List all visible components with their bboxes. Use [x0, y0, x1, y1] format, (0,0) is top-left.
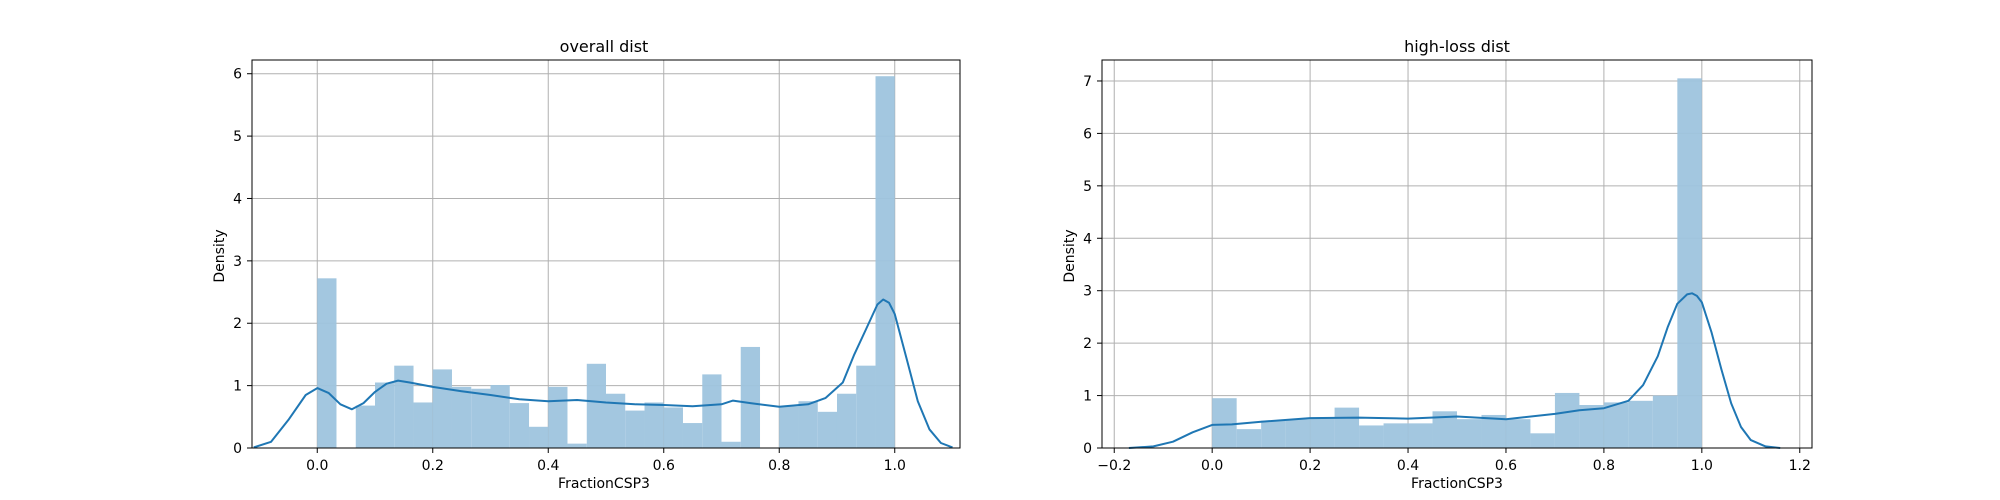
y-tick-label: 1 — [1083, 389, 1092, 405]
x-tick-label: 0.2 — [422, 458, 444, 474]
histogram-bar — [1481, 414, 1506, 448]
histogram-bar — [1408, 423, 1433, 448]
x-tick-label: 1.0 — [884, 458, 906, 474]
histogram-bar — [1383, 423, 1409, 448]
x-tick-label: 0.6 — [653, 458, 675, 474]
histogram-bar — [1530, 433, 1555, 448]
histogram-bar — [1310, 418, 1335, 448]
histogram-bar — [1334, 407, 1360, 448]
histogram-bar — [586, 363, 606, 448]
histogram-bar — [779, 406, 799, 448]
x-tick-label: 1.0 — [1691, 458, 1713, 474]
x-tick-label: −0.2 — [1097, 458, 1131, 474]
y-tick-label: 7 — [1083, 74, 1092, 90]
x-tick-label: 0.0 — [306, 458, 328, 474]
histogram-bar — [471, 388, 491, 448]
histogram-bar — [606, 393, 626, 448]
y-tick-label: 4 — [1083, 231, 1092, 247]
histogram-bar — [1212, 398, 1237, 448]
histogram-bar — [817, 411, 837, 448]
histogram-bar — [1285, 419, 1311, 448]
y-tick-label: 3 — [233, 254, 242, 270]
y-tick-label: 6 — [1083, 126, 1092, 142]
histogram-bar — [663, 407, 683, 448]
histogram-bar — [1236, 429, 1262, 448]
y-tick-label: 0 — [1083, 441, 1092, 457]
kde-line — [253, 298, 953, 449]
x-axis-label: FractionCSP3 — [558, 476, 650, 492]
histogram-bar — [509, 403, 530, 448]
histogram-bar — [490, 384, 510, 448]
histogram-bar — [625, 410, 645, 448]
x-tick-label: 0.2 — [1299, 458, 1321, 474]
histogram-bar — [432, 369, 452, 448]
histogram-bar — [798, 401, 818, 448]
y-axis-label: Density — [1062, 229, 1078, 282]
y-tick-label: 3 — [1083, 284, 1092, 300]
histogram-bar — [702, 374, 722, 448]
histogram-bar — [1457, 419, 1482, 448]
x-tick-label: 0.8 — [768, 458, 790, 474]
histogram-bar — [721, 441, 741, 448]
histogram-bar — [1554, 392, 1580, 448]
y-tick-label: 6 — [233, 67, 242, 83]
histogram-bar — [317, 278, 337, 448]
x-tick-label: 0.8 — [1593, 458, 1615, 474]
histogram-bar — [355, 405, 376, 448]
axes-frame — [1101, 59, 1813, 449]
histogram-bar — [1652, 395, 1678, 448]
x-tick-label: 1.2 — [1789, 458, 1811, 474]
histogram-bar — [1677, 78, 1702, 448]
histogram-bar — [875, 76, 895, 448]
histogram-bar — [1359, 425, 1384, 448]
high-loss-dist-chart: −0.2 0.0 0.2 0.4 0.6 0.8 1.0 1.2 0 1 2 3 4 5 6 7 high-l… — [1062, 37, 1813, 492]
x-axis-label: FractionCSP3 — [1411, 476, 1503, 492]
x-tick-label: 0.4 — [1397, 458, 1419, 474]
y-tick-label: 5 — [233, 129, 242, 145]
histogram-bar — [394, 365, 414, 448]
plot-layer: −0.2 0.0 0.2 0.4 0.6 0.8 1.0 1.2 0 1 2 3 4 5 6 7 — [1083, 59, 1813, 474]
axes-frame — [251, 59, 961, 449]
y-tick-label: 5 — [1083, 179, 1092, 195]
kde-line — [1128, 292, 1781, 449]
x-tick-label: 0.6 — [1495, 458, 1517, 474]
histogram-bar — [548, 386, 568, 448]
y-axis-label: Density — [212, 229, 228, 282]
chart-title: high-loss dist — [1404, 37, 1510, 56]
histogram-bar — [375, 382, 395, 448]
histogram-bar — [567, 443, 587, 448]
histogram-bar — [740, 346, 761, 448]
y-tick-label: 2 — [1083, 336, 1092, 352]
histogram-bar — [1505, 419, 1531, 448]
y-tick-label: 4 — [233, 191, 242, 207]
histogram-bar — [856, 365, 876, 448]
x-tick-label: 0.0 — [1201, 458, 1223, 474]
histogram-bar — [529, 426, 549, 448]
histogram-bar — [644, 402, 664, 448]
x-tick-label: 0.4 — [537, 458, 559, 474]
plot-layer: 0.0 0.2 0.4 0.6 0.8 1.0 0 1 2 3 4 5 6 — [233, 59, 961, 474]
y-tick-label: 0 — [233, 441, 242, 457]
histogram-bar — [1579, 405, 1604, 448]
histogram-bar — [682, 423, 703, 448]
y-tick-label: 2 — [233, 316, 242, 332]
y-tick-label: 1 — [233, 379, 242, 395]
overall-dist-chart: 0.0 0.2 0.4 0.6 0.8 1.0 0 1 2 3 4 5 6 overall dist F… — [212, 37, 961, 492]
histogram-bar — [836, 393, 857, 448]
chart-title: overall dist — [560, 37, 649, 56]
histogram-bar — [413, 402, 433, 448]
histogram-bar — [1628, 400, 1653, 448]
histogram-bar — [1603, 402, 1629, 448]
histogram-bar — [1261, 420, 1286, 448]
histogram-bar — [451, 386, 472, 448]
